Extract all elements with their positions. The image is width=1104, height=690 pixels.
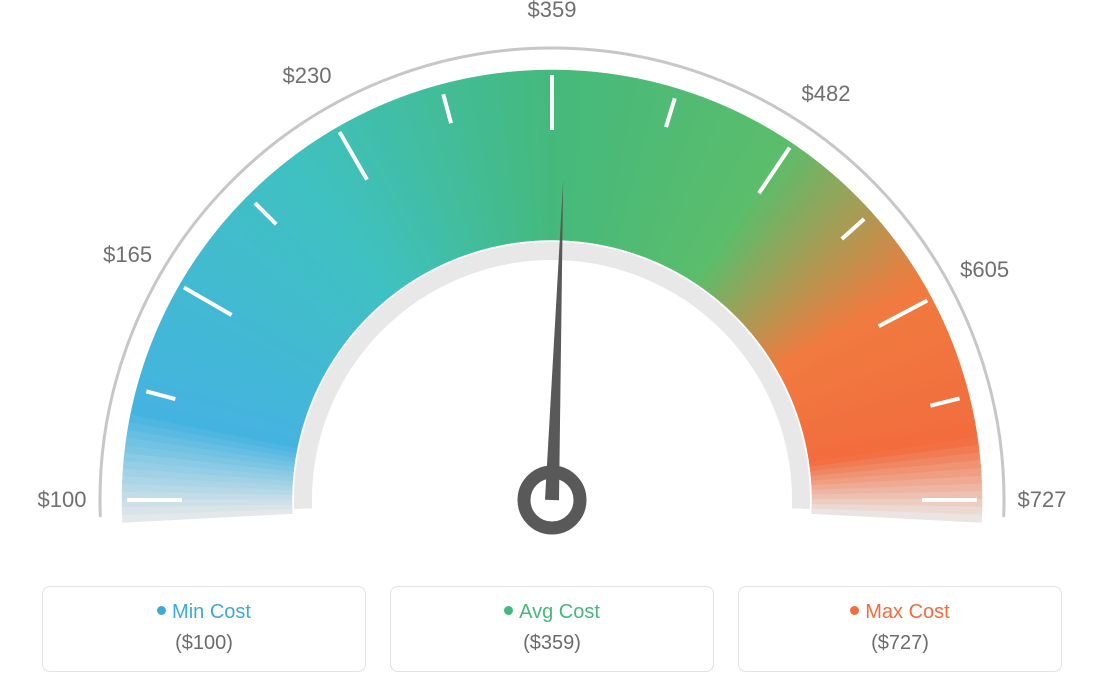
gauge-tick-label: $727 — [1018, 487, 1067, 513]
gauge-tick-label: $165 — [103, 242, 152, 268]
gauge-tick-label: $605 — [960, 257, 1009, 283]
legend-value-max: ($727) — [749, 632, 1051, 655]
legend-card-max: Max Cost ($727) — [738, 586, 1062, 672]
legend-title-text-max: Max Cost — [865, 601, 949, 623]
chart-container: $100 $165 $230 $359 $482 $605 $727 Min Cost ($… — [0, 0, 1104, 690]
gauge-tick-label: $230 — [283, 63, 332, 89]
legend-title-text-min: Min Cost — [172, 601, 251, 623]
gauge-svg — [0, 0, 1104, 560]
legend-title-avg: Avg Cost — [401, 601, 703, 624]
legend-dot-avg — [504, 606, 513, 615]
gauge-tick-label: $359 — [528, 0, 577, 23]
legend-dot-min — [157, 606, 166, 615]
legend-title-min: Min Cost — [53, 601, 355, 624]
legend-value-min: ($100) — [53, 632, 355, 655]
legend-dot-max — [850, 606, 859, 615]
gauge-tick-label: $100 — [38, 487, 87, 513]
legend-row: Min Cost ($100) Avg Cost ($359) Max Cost… — [0, 586, 1104, 672]
legend-card-min: Min Cost ($100) — [42, 586, 366, 672]
gauge-area: $100 $165 $230 $359 $482 $605 $727 — [0, 0, 1104, 560]
legend-value-avg: ($359) — [401, 632, 703, 655]
gauge-tick-label: $482 — [802, 81, 851, 107]
legend-title-max: Max Cost — [749, 601, 1051, 624]
legend-title-text-avg: Avg Cost — [519, 601, 600, 623]
legend-card-avg: Avg Cost ($359) — [390, 586, 714, 672]
